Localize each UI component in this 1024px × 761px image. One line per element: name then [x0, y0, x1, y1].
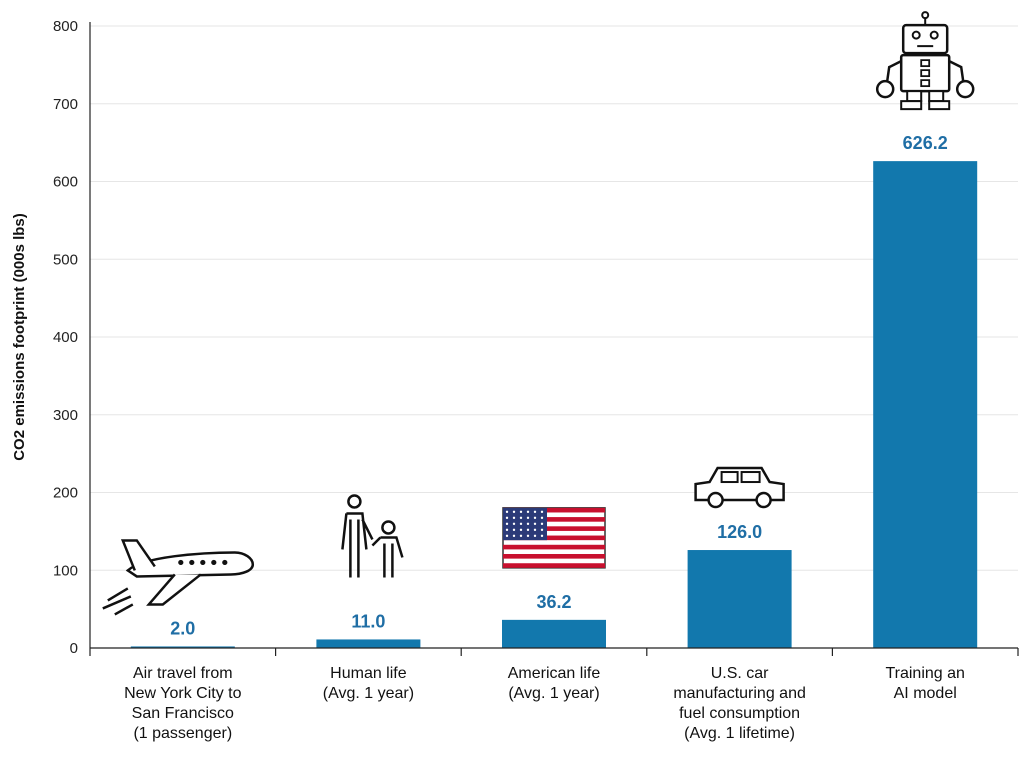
y-tick-label: 300: [53, 407, 78, 424]
airplane-icon: [102, 539, 255, 616]
icons: [102, 11, 975, 616]
parent-child-icon: [341, 494, 404, 578]
bar: [687, 550, 792, 648]
x-category-label: American life (Avg. 1 year): [508, 665, 601, 702]
car-icon: [694, 466, 785, 509]
us-flag-icon: [502, 507, 606, 569]
y-tick-label: 500: [53, 251, 78, 268]
y-tick-label: 800: [53, 18, 78, 35]
y-tick-label: 100: [53, 562, 78, 579]
y-axis-title: CO2 emissions footprint (000s lbs): [11, 213, 28, 461]
y-tick-label: 400: [53, 329, 78, 346]
x-category-label: Training an AI model: [885, 665, 964, 702]
robot-icon: [875, 11, 975, 111]
x-category-label: U.S. car manufacturing and fuel consumptio…: [673, 665, 806, 742]
bar-value-label: 126.0: [717, 522, 762, 542]
y-tick-label: 600: [53, 174, 78, 191]
axes: 0 100 200 300 400 500 600 700 800 Air travel from…: [53, 18, 1019, 742]
y-tick-label: 700: [53, 96, 78, 113]
bar: [130, 646, 235, 648]
bar-value-label: 11.0: [351, 611, 385, 631]
y-tick-label: 200: [53, 485, 78, 502]
data-labels: 2.0 11.0 36.2 126.0 626.2: [170, 133, 947, 638]
gridlines: [90, 25, 1018, 571]
y-tick-label: 0: [70, 640, 78, 657]
bar-value-label: 626.2: [903, 133, 948, 153]
bar-value-label: 2.0: [170, 618, 195, 638]
x-category-label: Human life (Avg. 1 year): [323, 665, 414, 702]
bar-value-label: 36.2: [536, 592, 571, 612]
x-category-label: Air travel from New York City to San Franc…: [124, 665, 241, 742]
bar: [316, 639, 421, 648]
bar: [873, 161, 978, 648]
bar: [502, 619, 606, 648]
bars: [130, 161, 978, 648]
